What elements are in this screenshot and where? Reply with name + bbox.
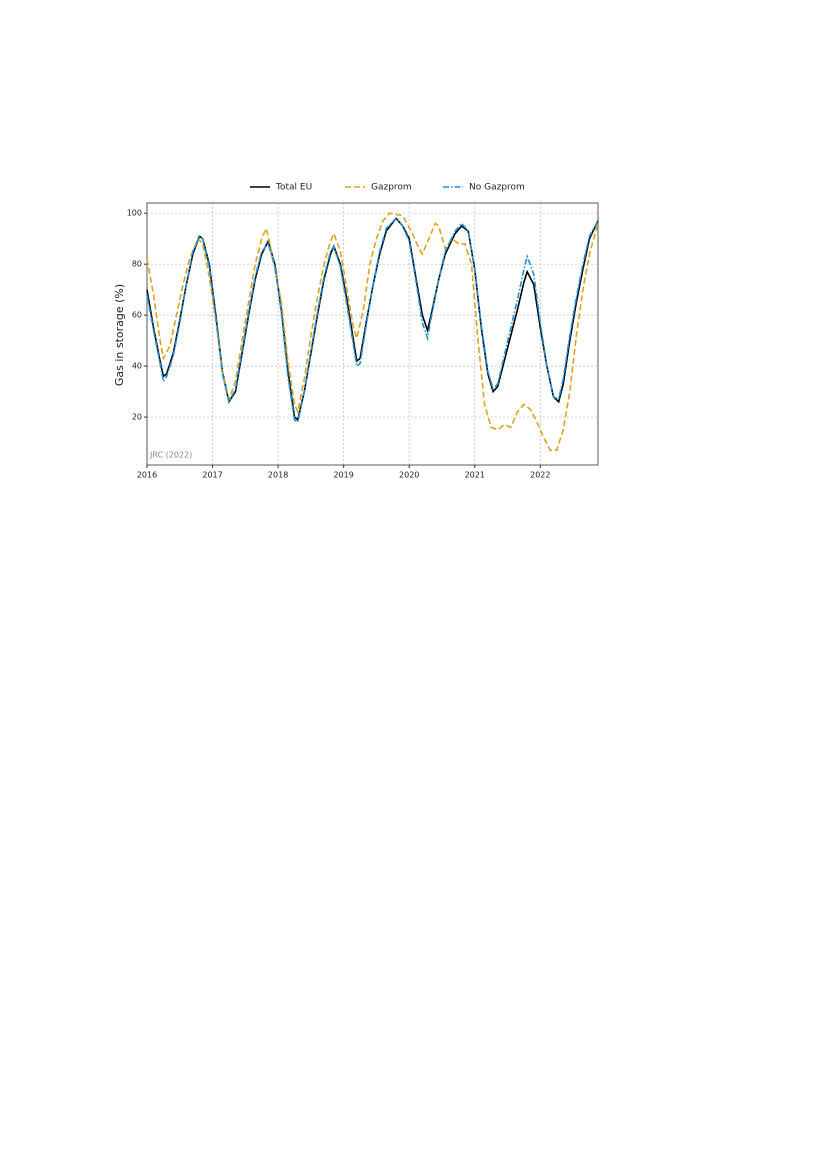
legend-label: Total EU [275, 183, 312, 193]
plot-frame [146, 202, 599, 466]
legend-label: Gazprom [371, 183, 412, 193]
x-tick-label: 2018 [268, 471, 288, 480]
x-tick-label: 2021 [465, 471, 485, 480]
x-tick-label: 2019 [333, 471, 353, 480]
y-tick-label: 40 [132, 362, 142, 371]
x-tick-label: 2017 [202, 471, 222, 480]
series-line [146, 217, 599, 422]
series-line [146, 212, 599, 452]
x-tick-label: 2016 [137, 471, 157, 480]
y-tick-label: 60 [132, 311, 142, 320]
legend-label: No Gazprom [469, 183, 525, 193]
series-line [146, 217, 599, 424]
y-axis-label: Gas in storage (%) [113, 284, 126, 386]
y-tick-label: 80 [132, 260, 142, 269]
x-tick-label: 2022 [530, 471, 550, 480]
x-tick-label: 2020 [399, 471, 419, 480]
annotation: JRC (2022) [149, 451, 192, 460]
y-tick-label: 20 [132, 413, 142, 422]
y-tick-label: 100 [127, 209, 142, 218]
